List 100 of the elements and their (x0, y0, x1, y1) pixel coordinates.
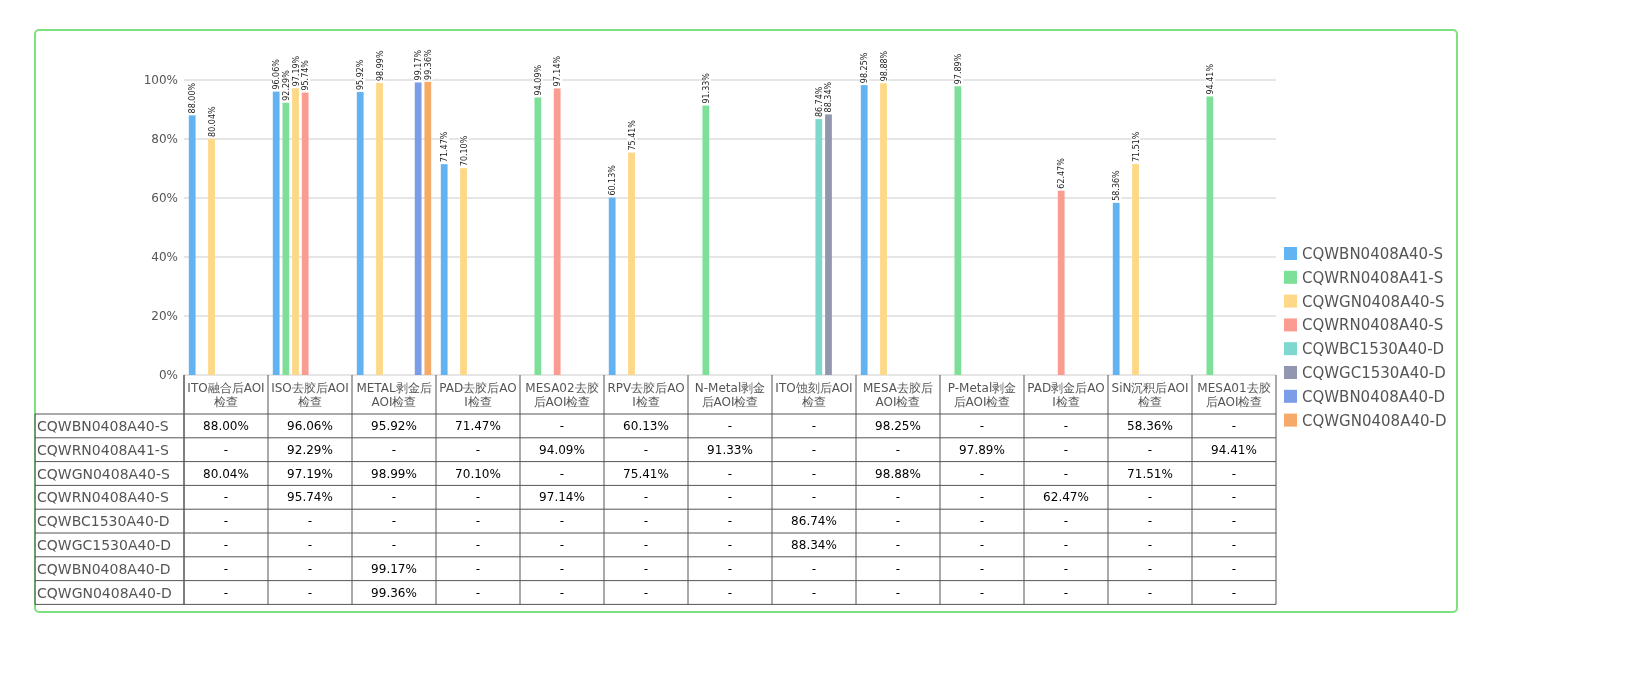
y-tick-label: 60% (151, 191, 178, 205)
text: - (643, 490, 649, 505)
text: 58.36% (1112, 170, 1122, 201)
bar (553, 88, 561, 375)
text: - (1063, 514, 1069, 529)
legend-label: CQWRN0408A40-S (1302, 316, 1444, 335)
legend-label: CQWGC1530A40-D (1302, 364, 1446, 382)
text: - (979, 537, 985, 552)
text: CQWBN0408A40-D (37, 560, 171, 577)
x-tick-label: PAD剥金后AOI检查 (1027, 380, 1105, 409)
text: - (895, 442, 901, 457)
bar (825, 114, 832, 375)
bar (954, 86, 962, 375)
x-tick-label: ITO蚀刻后AOI检查 (775, 380, 853, 409)
bar (356, 92, 364, 375)
text: - (895, 537, 901, 552)
data-label: 80.04% (203, 466, 249, 481)
data-label: 98.25% (875, 418, 921, 433)
text: CQWGN0408A40-S (37, 465, 170, 482)
x-tick-label: RPV去胶后AOI检查 (607, 380, 685, 409)
text: - (223, 537, 229, 552)
text: - (1063, 585, 1069, 600)
text: 62.47% (1057, 158, 1067, 189)
text: - (559, 585, 565, 600)
text: - (895, 585, 901, 600)
text: - (979, 561, 985, 576)
text: - (811, 442, 817, 457)
text: - (475, 585, 481, 600)
text: 99.36% (371, 585, 417, 600)
text: - (979, 490, 985, 505)
text: - (643, 585, 649, 600)
text: 99.17% (371, 561, 417, 576)
bar (208, 138, 215, 375)
text: 96.06% (272, 59, 282, 90)
text: - (1147, 561, 1153, 576)
text: - (727, 537, 733, 552)
data-label: 98.88% (875, 466, 921, 481)
text: - (223, 490, 229, 505)
y-tick-label: 40% (151, 250, 178, 264)
text: - (1147, 514, 1153, 529)
text: 95.74% (301, 60, 311, 91)
text: CQWRN0408A40-S (37, 489, 169, 506)
text: - (1147, 490, 1153, 505)
bar (460, 168, 467, 375)
x-tick-label: ITO融合后AOI检查 (187, 380, 265, 409)
data-label: 75.41% (623, 466, 669, 481)
text: 97.14% (553, 55, 563, 87)
bar (534, 97, 542, 375)
x-tick-label: PAD去胶后AOI检查 (439, 380, 517, 409)
y-tick-label: 20% (151, 309, 178, 323)
data-label: 86.74% (814, 86, 824, 118)
text: - (223, 442, 229, 457)
bar (815, 119, 823, 375)
data-label: 96.06% (287, 418, 333, 433)
text: - (811, 418, 817, 433)
text: 88.34% (791, 537, 837, 552)
text: - (811, 561, 817, 576)
text: - (979, 418, 985, 433)
text: - (643, 514, 649, 529)
bar (272, 91, 280, 375)
text: - (811, 466, 817, 481)
y-tick-label: 0% (158, 368, 178, 382)
text: - (727, 490, 733, 505)
x-tick-label: METAL剥金后AOI检查 (356, 380, 432, 409)
text: - (1231, 418, 1237, 433)
text: - (1231, 466, 1237, 481)
text: - (223, 514, 229, 529)
bar (1112, 202, 1120, 375)
text: - (1063, 537, 1069, 552)
text: 60.13% (608, 165, 618, 196)
bar (628, 152, 635, 375)
text: 86.74% (791, 514, 837, 529)
text: - (727, 585, 733, 600)
bar (424, 81, 432, 375)
text: - (643, 537, 649, 552)
bar (608, 197, 616, 375)
text: - (559, 514, 565, 529)
text: - (1147, 585, 1153, 600)
data-label: 58.36% (1127, 418, 1173, 433)
text: - (1063, 442, 1069, 457)
bar (860, 85, 868, 375)
text: 97.89% (953, 53, 963, 85)
text: CQWBC1530A40-D (37, 513, 170, 530)
text: - (727, 514, 733, 529)
data-label: 94.09% (539, 442, 585, 457)
bar (292, 88, 299, 375)
text: 70.10% (459, 135, 469, 167)
x-tick-label: ISO去胶后AOI检查 (271, 380, 349, 409)
text: 88.00% (188, 82, 198, 114)
text: - (895, 514, 901, 529)
text: - (391, 514, 397, 529)
text: 80.04% (207, 106, 217, 137)
legend-label: CQWRN0408A41-S (1302, 268, 1444, 287)
data-label: 88.00% (203, 418, 249, 433)
text: 98.88% (879, 50, 889, 82)
text: - (1231, 585, 1237, 600)
legend-label: CQWGN0408A40-S (1302, 292, 1445, 311)
data-label: 91.33% (707, 442, 753, 457)
data-label: 99.17% (414, 49, 424, 81)
text: - (307, 585, 313, 600)
